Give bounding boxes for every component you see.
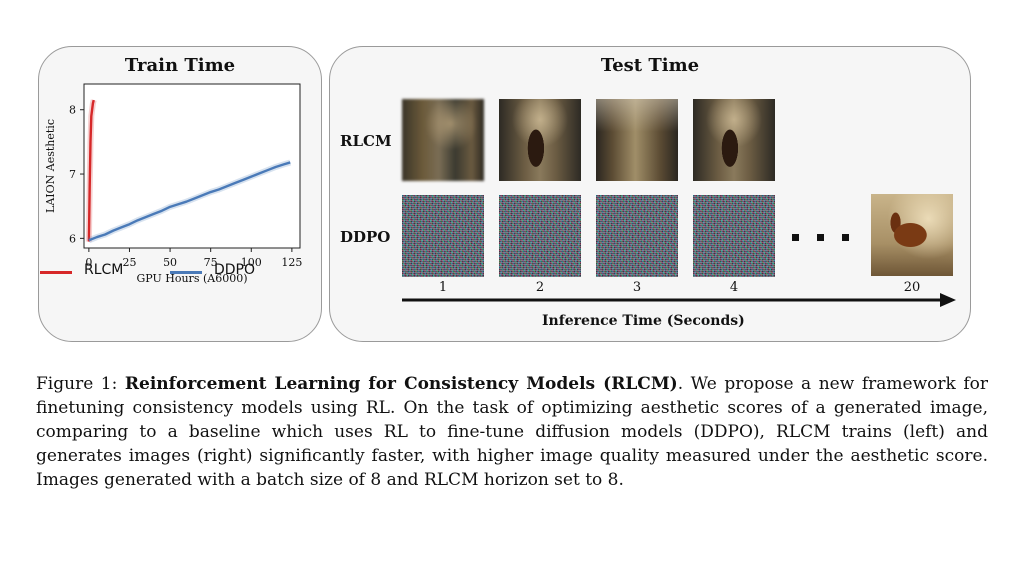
caption-text: . We propose a new framework for finetun… (36, 374, 988, 490)
rlcm-series-line (87, 99, 95, 242)
caption-title: Reinforcement Learning for Consistency M… (124, 374, 678, 394)
rlcm-image-1s (402, 99, 484, 181)
chart-legend: RLCM DDPO (40, 262, 280, 282)
caption-prefix: Figure 1: (36, 374, 125, 394)
rlcm-image-4s (693, 99, 775, 181)
y-tick-label: 8 (69, 104, 76, 117)
x-tick-label: 100 (241, 256, 262, 269)
row-label-rlcm: RLCM (340, 132, 392, 150)
x-tick-label: 0 (85, 256, 92, 269)
legend-swatch-ddpo (170, 271, 202, 274)
ddpo-series-line (88, 161, 291, 242)
rlcm-image-3s (596, 99, 678, 181)
rlcm-image-2s (499, 99, 581, 181)
test-time-panel: Test Time (329, 46, 971, 342)
x-tick-label: 25 (122, 256, 136, 269)
ellipsis-dot (817, 234, 824, 241)
x-tick-label: 125 (281, 256, 302, 269)
legend-swatch-rlcm (40, 271, 72, 274)
train-time-chart: 0 25 50 75 100 125 6 7 8 GPU Hours (A6000) LAION A… (44, 83, 302, 285)
x-tick-label: 75 (204, 256, 218, 269)
time-label-3: 3 (632, 280, 642, 295)
train-time-title: Train Time (124, 55, 236, 76)
ddpo-image-1s (402, 195, 484, 277)
y-axis-label: LAION Aesthetic (44, 119, 57, 213)
ddpo-image-3s (596, 195, 678, 277)
ddpo-image-4s (693, 195, 775, 277)
time-label-2: 2 (535, 280, 545, 295)
ddpo-image-2s (499, 195, 581, 277)
inference-time-axis-label: Inference Time (Seconds) (542, 313, 745, 329)
plot-area (83, 83, 301, 249)
ellipsis-dot (842, 234, 849, 241)
row-label-ddpo: DDPO (340, 228, 391, 246)
time-label-1: 1 (438, 280, 448, 295)
ellipsis-dot (792, 234, 799, 241)
test-time-title: Test Time (600, 55, 700, 76)
y-tick-label: 6 (69, 232, 76, 245)
x-axis-label: GPU Hours (A6000) (137, 272, 248, 285)
x-tick-label: 50 (163, 256, 177, 269)
time-label-4: 4 (729, 280, 739, 295)
time-label-20: 20 (903, 280, 921, 295)
legend-label-rlcm: RLCM (84, 262, 124, 278)
time-arrow (402, 293, 956, 307)
legend-label-ddpo: DDPO (214, 262, 256, 278)
figure-caption: Figure 1: Reinforcement Learning for Con… (36, 372, 988, 492)
ddpo-image-20s (871, 194, 953, 276)
y-tick-label: 7 (69, 168, 76, 181)
